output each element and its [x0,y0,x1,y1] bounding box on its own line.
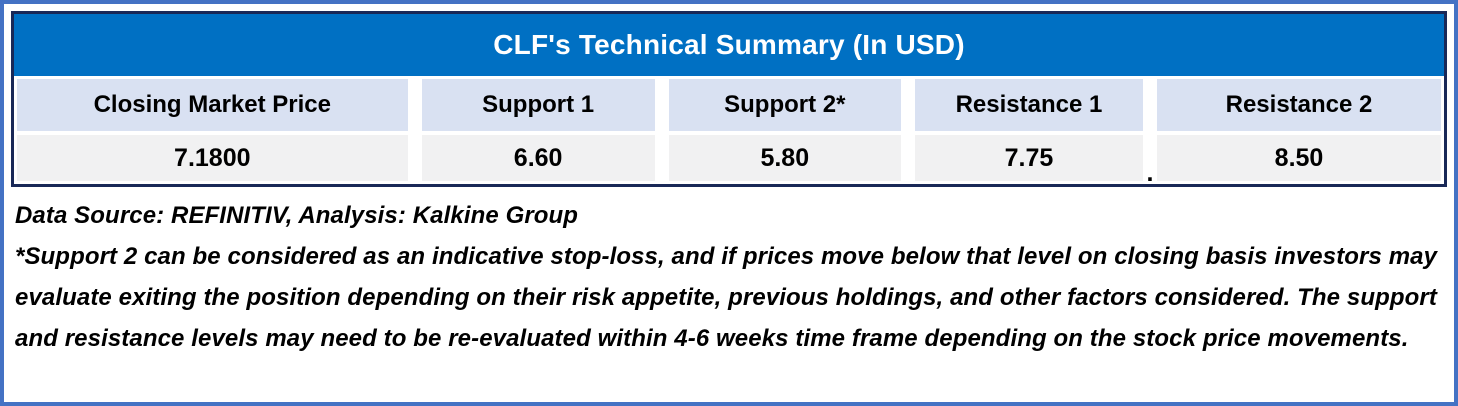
column-header-closing-market-price: Closing Market Price [17,79,408,131]
value-resistance-2: 8.50 [1157,135,1441,181]
value-support-1: 6.60 [421,135,655,181]
column-header-support-2: Support 2* [668,79,901,131]
value-resistance-1: 7.75 [914,135,1144,181]
table-title: CLF's Technical Summary (In USD) [14,14,1444,76]
technical-summary-table: CLF's Technical Summary (In USD) Closing… [11,11,1447,187]
table-header-row: Closing Market Price Support 1 Support 2… [14,79,1444,131]
value-support-2: 5.80 [668,135,901,181]
column-header-resistance-1: Resistance 1 [914,79,1144,131]
footnotes: Data Source: REFINITIV, Analysis: Kalkin… [15,195,1443,359]
column-header-support-1: Support 1 [421,79,655,131]
table-values-row: 7.1800 6.60 5.80 7.75 8.50 . [14,135,1444,187]
value-closing-market-price: 7.1800 [17,135,408,181]
stray-period: . [1146,159,1154,187]
disclaimer-text: *Support 2 can be considered as an indic… [15,243,1438,352]
column-header-resistance-2: Resistance 2 [1157,79,1441,131]
data-source-line: Data Source: REFINITIV, Analysis: Kalkin… [15,202,579,229]
